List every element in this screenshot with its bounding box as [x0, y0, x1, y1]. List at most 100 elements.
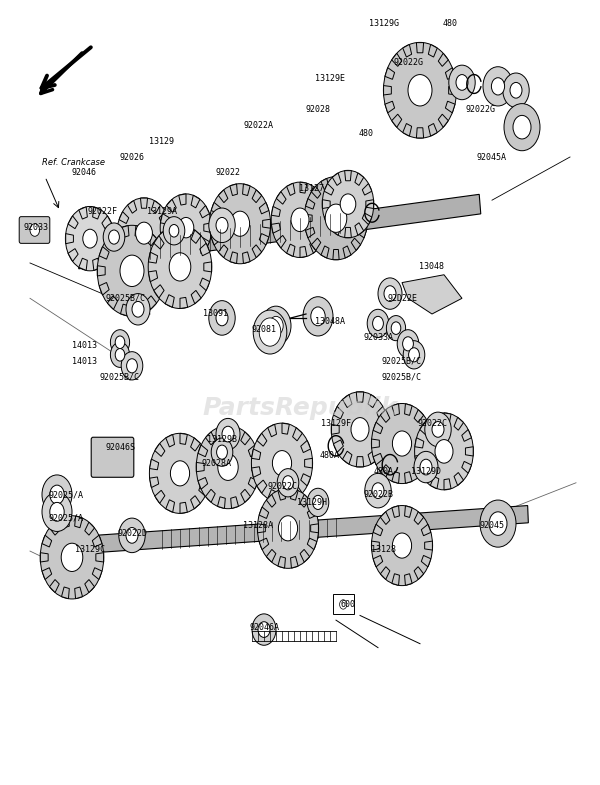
Polygon shape [257, 433, 267, 446]
Text: 13129G: 13129G [369, 19, 399, 28]
Polygon shape [140, 258, 148, 268]
Polygon shape [324, 184, 334, 195]
Polygon shape [420, 422, 430, 436]
Polygon shape [200, 206, 209, 218]
Polygon shape [268, 424, 277, 436]
Polygon shape [357, 199, 367, 209]
Circle shape [504, 104, 540, 151]
Polygon shape [42, 568, 52, 579]
Circle shape [367, 309, 389, 338]
Polygon shape [300, 246, 307, 257]
Circle shape [40, 516, 104, 599]
Circle shape [283, 476, 293, 490]
Polygon shape [92, 207, 101, 219]
Polygon shape [252, 245, 262, 257]
Polygon shape [79, 207, 88, 219]
Polygon shape [334, 440, 343, 452]
Circle shape [50, 485, 64, 504]
Circle shape [258, 622, 270, 637]
Polygon shape [300, 182, 307, 193]
Polygon shape [191, 230, 201, 243]
Polygon shape [344, 170, 352, 181]
Polygon shape [217, 497, 226, 509]
Polygon shape [166, 434, 175, 447]
Polygon shape [317, 199, 327, 210]
Polygon shape [310, 186, 319, 199]
Text: PartsRepublik: PartsRepublik [202, 396, 398, 420]
Circle shape [97, 225, 167, 316]
Polygon shape [155, 283, 165, 295]
Text: 92022G: 92022G [393, 58, 423, 68]
Polygon shape [165, 294, 174, 307]
Text: 92081: 92081 [251, 325, 277, 334]
Polygon shape [248, 477, 258, 489]
Polygon shape [140, 198, 148, 208]
Polygon shape [356, 392, 364, 402]
Polygon shape [200, 243, 210, 256]
Polygon shape [180, 502, 187, 513]
Circle shape [209, 184, 271, 264]
Text: 13128A: 13128A [243, 521, 273, 531]
Circle shape [414, 451, 438, 483]
Polygon shape [159, 243, 169, 254]
Circle shape [103, 223, 125, 251]
Polygon shape [425, 541, 433, 550]
Polygon shape [355, 223, 364, 235]
Polygon shape [266, 495, 276, 507]
Polygon shape [356, 457, 364, 467]
Polygon shape [191, 495, 200, 509]
Polygon shape [251, 467, 260, 477]
Polygon shape [165, 227, 174, 239]
Circle shape [30, 224, 40, 236]
Polygon shape [92, 258, 101, 270]
Polygon shape [392, 574, 400, 586]
Text: 600: 600 [341, 600, 355, 609]
Polygon shape [241, 432, 250, 445]
Text: 92D22E: 92D22E [387, 294, 417, 303]
Polygon shape [373, 454, 383, 465]
Polygon shape [403, 45, 412, 57]
Circle shape [252, 614, 276, 645]
Circle shape [425, 412, 451, 447]
Polygon shape [135, 225, 143, 238]
Polygon shape [368, 451, 377, 464]
Circle shape [121, 352, 143, 380]
Polygon shape [414, 567, 424, 579]
Polygon shape [304, 214, 312, 222]
Text: 92022A: 92022A [243, 121, 273, 130]
Polygon shape [146, 296, 157, 309]
Polygon shape [454, 418, 463, 430]
Text: 13128: 13128 [371, 545, 397, 554]
Circle shape [378, 278, 402, 309]
Polygon shape [74, 516, 83, 528]
Polygon shape [200, 237, 209, 250]
Circle shape [120, 255, 144, 287]
Polygon shape [61, 587, 70, 599]
Polygon shape [128, 200, 137, 214]
Circle shape [169, 225, 179, 237]
Polygon shape [163, 228, 171, 238]
Circle shape [115, 349, 125, 361]
Polygon shape [99, 283, 109, 295]
Polygon shape [180, 298, 188, 309]
Polygon shape [191, 247, 200, 260]
Polygon shape [444, 479, 451, 490]
Circle shape [384, 286, 396, 301]
Polygon shape [307, 539, 317, 549]
Circle shape [109, 230, 119, 244]
Polygon shape [331, 425, 339, 434]
Polygon shape [428, 123, 437, 136]
Polygon shape [380, 567, 390, 579]
Circle shape [110, 330, 130, 355]
Circle shape [409, 348, 419, 362]
Bar [333, 594, 354, 614]
Polygon shape [154, 285, 164, 298]
Text: 92033A: 92033A [363, 333, 393, 342]
Polygon shape [248, 445, 258, 457]
Circle shape [483, 67, 513, 106]
Polygon shape [377, 440, 386, 452]
Polygon shape [159, 266, 167, 276]
Polygon shape [119, 243, 129, 254]
Polygon shape [50, 522, 59, 535]
Circle shape [259, 318, 281, 346]
